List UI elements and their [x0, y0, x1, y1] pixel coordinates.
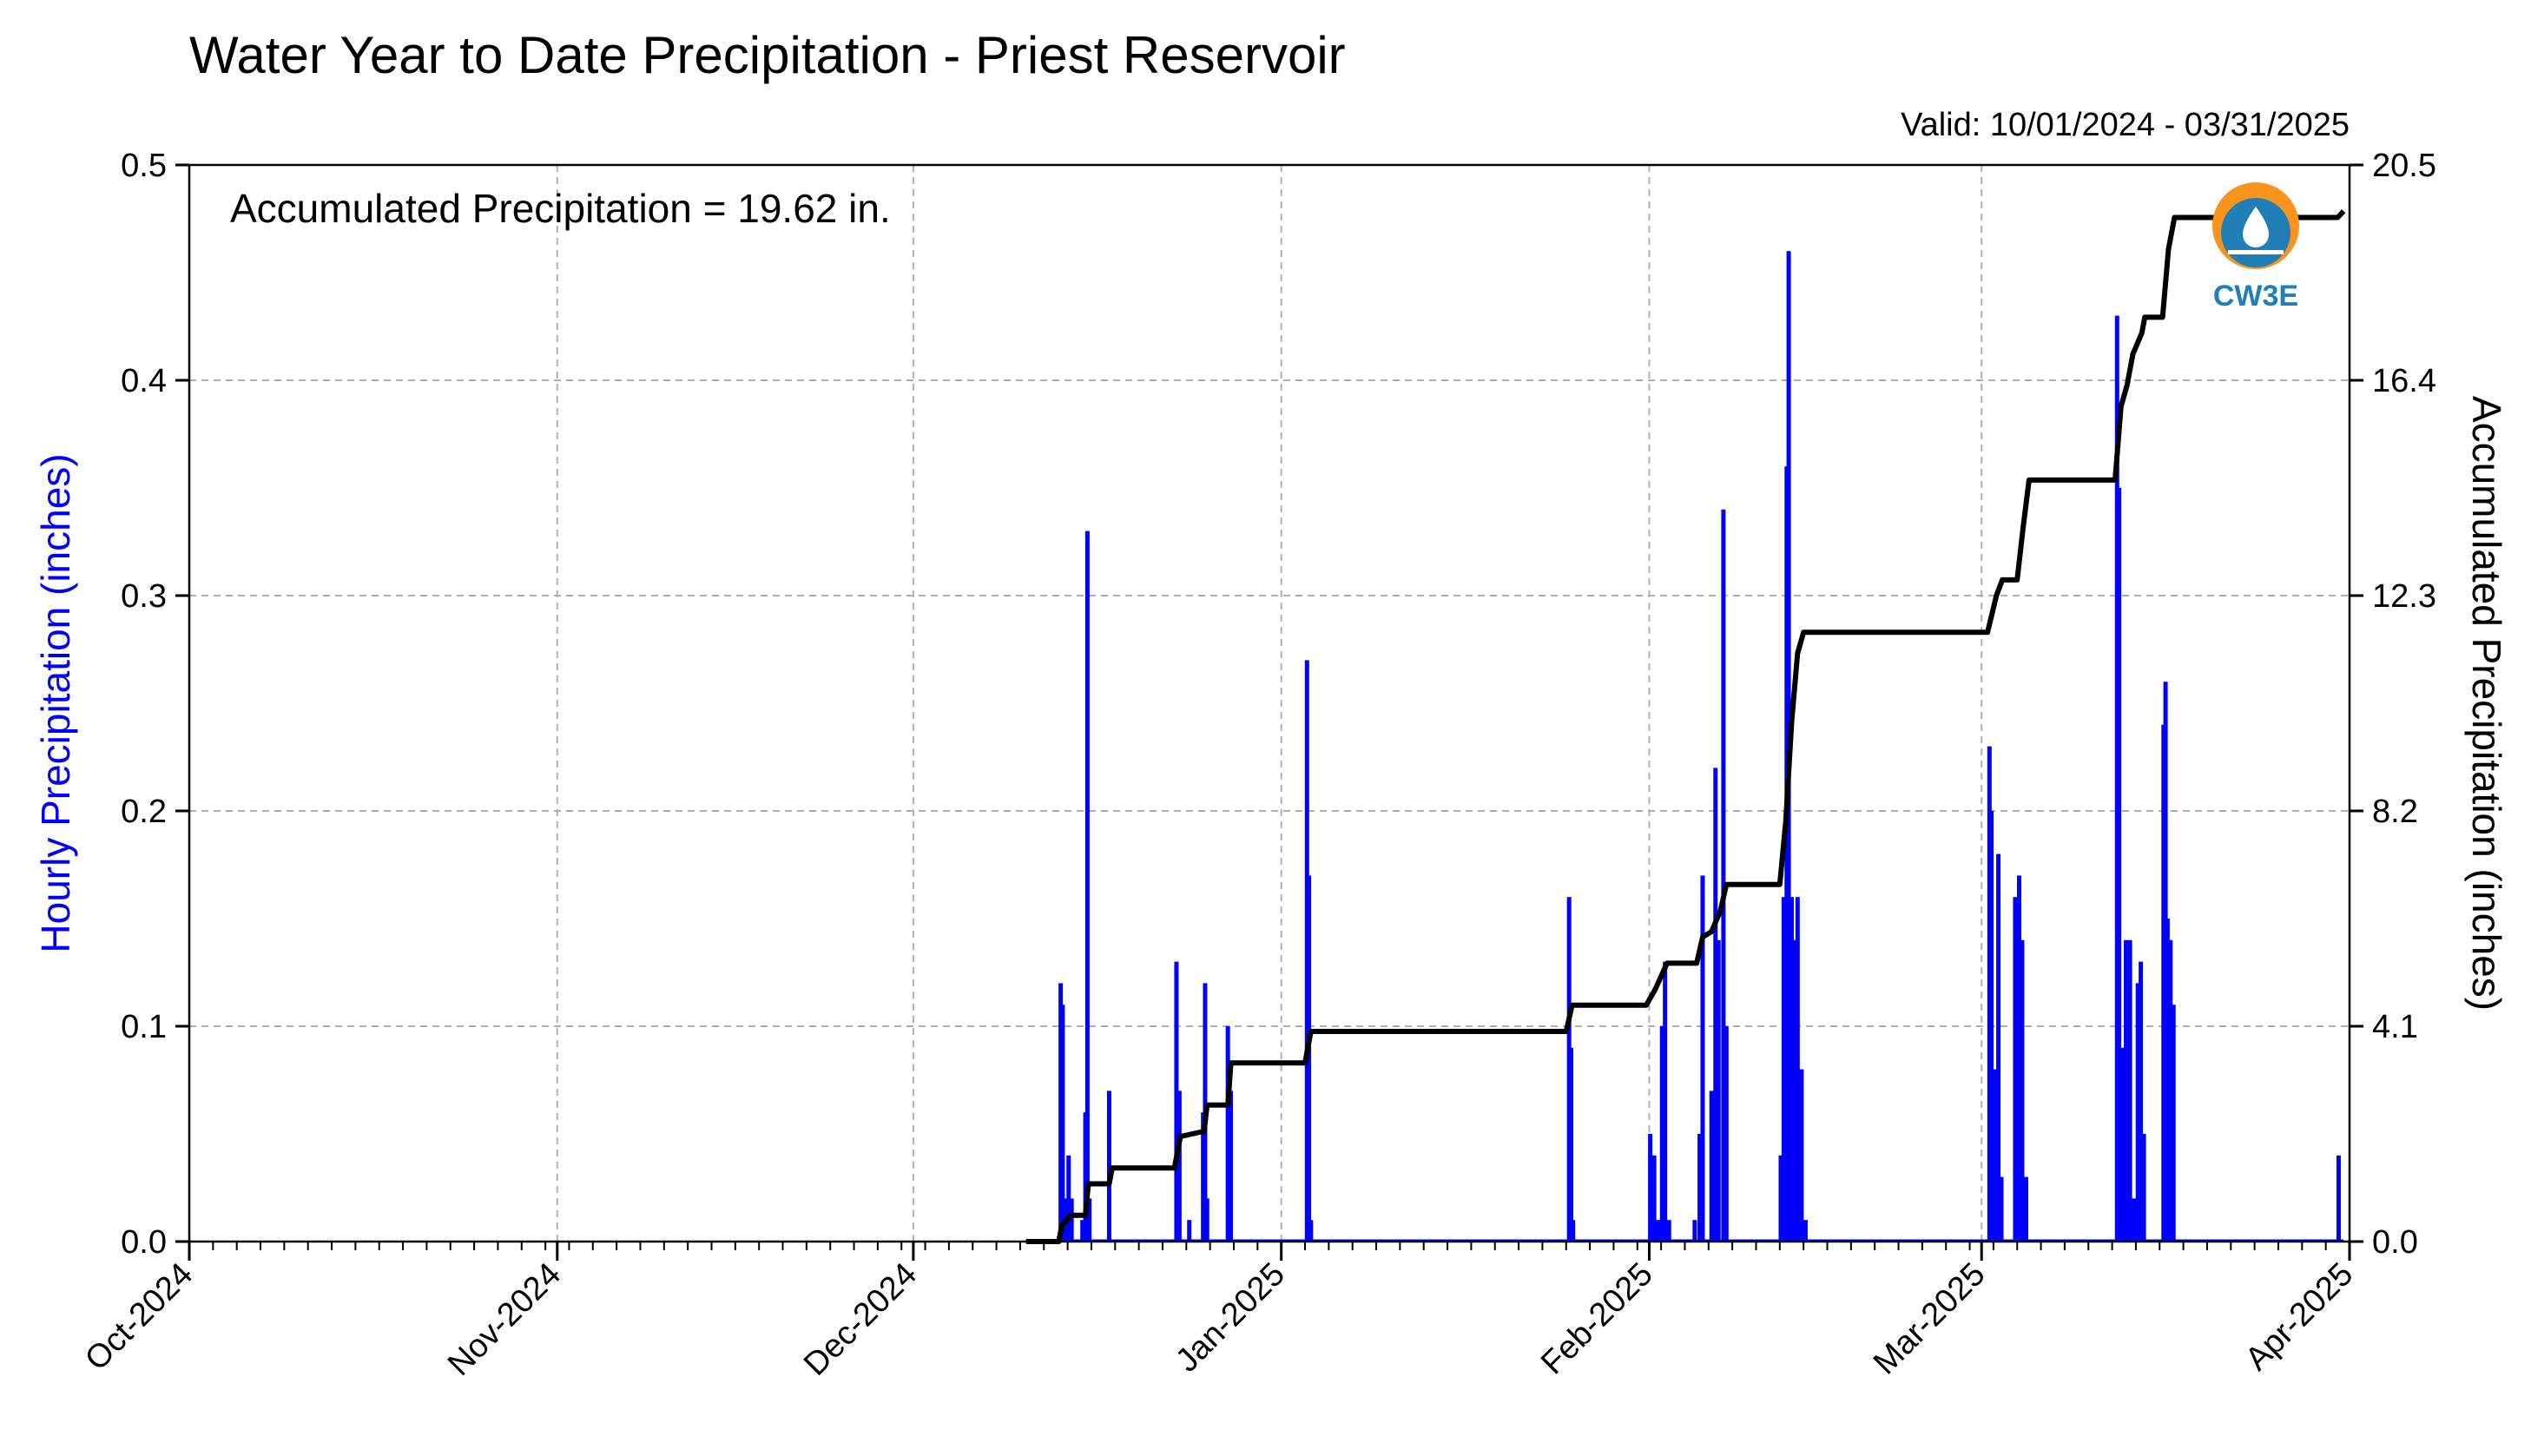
- hourly-bar: [2165, 919, 2170, 1242]
- y-left-tick-label: 0.5: [121, 148, 167, 184]
- hourly-bar: [1692, 1220, 1697, 1242]
- logo-wave-icon: [2228, 250, 2284, 254]
- hourly-bar: [1803, 1220, 1808, 1242]
- hourly-bar: [1716, 939, 1721, 1242]
- hourly-bar: [1724, 1026, 1729, 1242]
- hourly-bar: [2023, 1176, 2028, 1242]
- hourly-bar: [1659, 1026, 1664, 1242]
- hourly-bar: [1792, 939, 1797, 1242]
- hourly-bar: [2336, 1155, 2341, 1242]
- y-left-tick-label: 0.0: [121, 1224, 167, 1261]
- y-left-tick-label: 0.3: [121, 578, 167, 615]
- hourly-bar: [1700, 875, 1705, 1242]
- y-axis-right-label: Accumulated Precipitation (inches): [2464, 396, 2509, 1011]
- hourly-bar: [2020, 939, 2025, 1242]
- hourly-bar: [1781, 897, 1786, 1242]
- hourly-bar: [1999, 1176, 2004, 1242]
- y-left-tick-label: 0.1: [121, 1009, 167, 1045]
- chart-valid-range: Valid: 10/01/2024 - 03/31/2025: [1901, 107, 2350, 143]
- hourly-bar: [1204, 1198, 1209, 1242]
- hourly-bar: [2141, 1134, 2146, 1242]
- hourly-bar: [1066, 1155, 1071, 1242]
- y-axis-left-label: Hourly Precipitation (inches): [33, 453, 78, 952]
- hourly-bar: [1174, 961, 1179, 1242]
- hourly-bar: [1996, 853, 2001, 1242]
- hourly-bar: [1069, 1198, 1074, 1242]
- chart-title: Water Year to Date Precipitation - Pries…: [189, 26, 1346, 84]
- hourly-bar: [1568, 1047, 1573, 1242]
- accumulated-series-line: [1025, 209, 2346, 1244]
- hourly-bar: [2171, 1005, 2176, 1242]
- y-right-tick-label: 16.4: [2372, 363, 2436, 399]
- hourly-bar: [2124, 939, 2129, 1242]
- y-right-tick-label: 8.2: [2372, 794, 2418, 830]
- hourly-bar: [1651, 1155, 1657, 1242]
- y-right-tick-label: 20.5: [2372, 148, 2436, 184]
- y-right-tick-label: 12.3: [2372, 578, 2436, 615]
- hourly-bar: [1308, 1220, 1314, 1242]
- hourly-bar: [1080, 1220, 1085, 1242]
- hourly-bar: [1663, 961, 1668, 1242]
- hourly-bar: [2139, 961, 2144, 1242]
- y-axis-right: 0.0 4.1 8.2 12.3 16.4 20.5: [2350, 148, 2436, 1261]
- hourly-bar: [2013, 897, 2018, 1242]
- hourly-bar: [1666, 1220, 1671, 1242]
- hourly-bar: [1060, 1005, 1065, 1242]
- hourly-bar: [1229, 1090, 1234, 1242]
- hourly-bar: [1187, 1220, 1192, 1242]
- hourly-bar: [2127, 939, 2132, 1242]
- hourly-bar: [1789, 897, 1794, 1242]
- hourly-bar: [1795, 897, 1800, 1242]
- hourly-bar: [1106, 1090, 1111, 1242]
- hourly-bar: [1989, 811, 1994, 1242]
- accumulated-precip-line: [1025, 209, 2346, 1244]
- hourly-precip-bars: [1025, 251, 2344, 1242]
- hourly-bar: [1225, 1026, 1230, 1242]
- y-axis-left: 0.0 0.1 0.2 0.3 0.4 0.5: [121, 148, 189, 1261]
- hourly-bar: [1721, 509, 1726, 1242]
- hourly-bar: [1697, 1134, 1703, 1242]
- hourly-bar: [2132, 1198, 2137, 1242]
- hourly-bar: [1571, 1220, 1576, 1242]
- plot-frame: [188, 163, 2351, 1243]
- hourly-bar: [1709, 1090, 1714, 1242]
- cw3e-logo: CW3E: [2212, 182, 2299, 313]
- hourly-bar: [1799, 1069, 1804, 1242]
- hourly-bar: [1084, 530, 1090, 1242]
- logo-droplet-icon: [2243, 207, 2269, 247]
- y-left-tick-label: 0.2: [121, 794, 167, 830]
- hourly-bar: [1993, 1069, 1998, 1242]
- hourly-bar: [1778, 1155, 1783, 1242]
- hourly-bar: [2168, 939, 2173, 1242]
- hourly-bar: [1713, 768, 1718, 1242]
- hourly-bar: [1087, 1198, 1092, 1242]
- hourly-bar: [1177, 1090, 1182, 1242]
- hourly-bar: [1648, 1134, 1653, 1242]
- logo-text: CW3E: [2213, 280, 2298, 313]
- hourly-bar: [2135, 983, 2140, 1242]
- y-left-tick-label: 0.4: [121, 363, 167, 399]
- hourly-bar: [2117, 488, 2122, 1242]
- hourly-bar: [1307, 875, 1312, 1242]
- hourly-bar: [2017, 875, 2022, 1242]
- accumulated-annotation: Accumulated Precipitation = 19.62 in.: [230, 186, 891, 231]
- hourly-bar: [1656, 1220, 1661, 1242]
- y-right-tick-label: 0.0: [2372, 1224, 2418, 1261]
- hourly-bar: [2119, 1047, 2125, 1242]
- y-right-tick-label: 4.1: [2372, 1009, 2418, 1045]
